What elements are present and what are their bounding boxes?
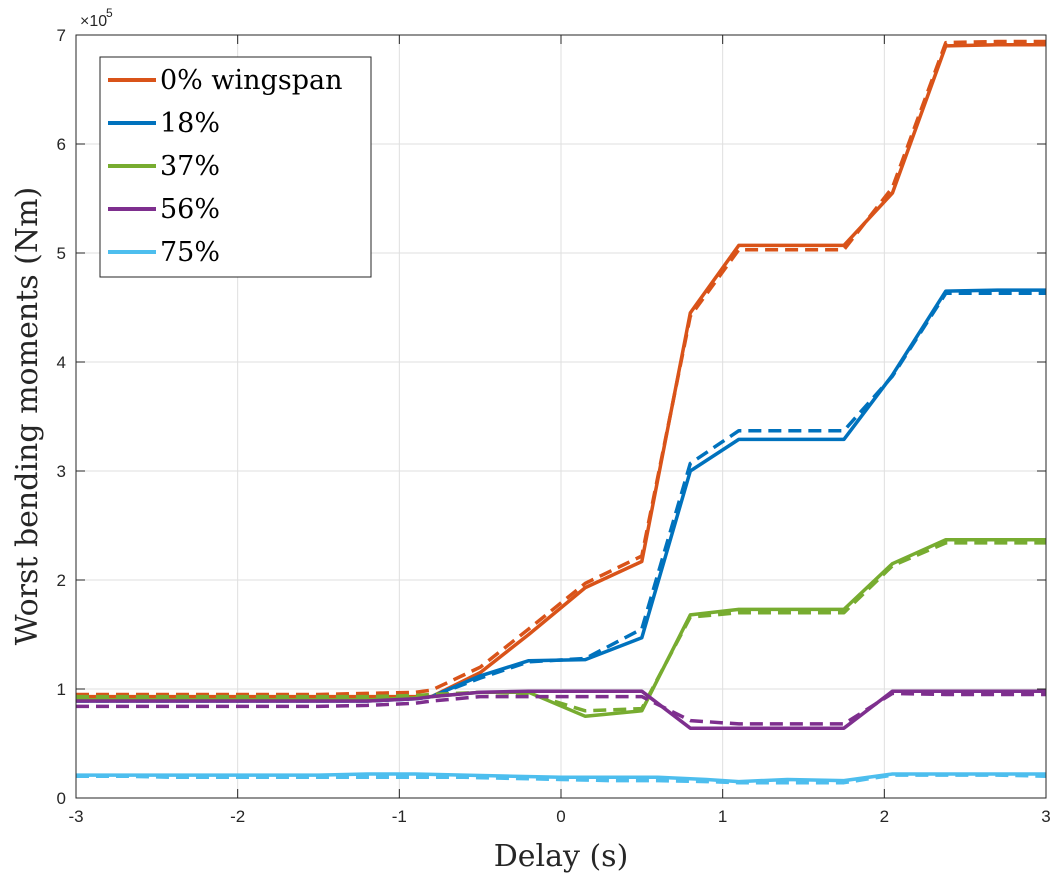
x-axis-title: Delay (s) — [494, 839, 629, 874]
y-tick-label: 2 — [57, 571, 66, 590]
y-axis-title: Worst bending moments (Nm) — [10, 187, 45, 645]
x-tick-label: -2 — [230, 807, 245, 826]
legend-label: 56% — [160, 194, 220, 225]
x-tick-labels: -3 -2 -1 0 1 2 3 — [68, 807, 1050, 826]
y-tick-label: 7 — [57, 26, 66, 45]
y-tick-label: 4 — [57, 353, 66, 372]
legend-label: 0% wingspan — [160, 65, 342, 96]
x-tick-label: -1 — [392, 807, 407, 826]
legend-label: 18% — [160, 108, 220, 139]
y-tick-labels: 0 1 2 3 4 5 6 7 — [57, 26, 66, 808]
y-tick-label: 0 — [57, 789, 66, 808]
y-exponent-base: ×10 — [80, 13, 107, 30]
x-tick-label: 2 — [880, 807, 889, 826]
series-line-solid-3 — [76, 689, 1046, 730]
x-tick-label: 1 — [718, 807, 727, 826]
legend-label: 75% — [160, 237, 220, 268]
y-tick-label: 5 — [57, 244, 66, 263]
y-tick-label: 6 — [57, 135, 66, 154]
tick-marks — [75, 34, 1047, 799]
series-layer — [76, 39, 1047, 785]
legend-label: 37% — [160, 151, 220, 182]
legend: 0% wingspan 18% 37% 56% 75% — [99, 56, 372, 278]
series-line-solid-4 — [76, 772, 1046, 784]
x-tick-label: 3 — [1041, 807, 1050, 826]
x-tick-label: -3 — [68, 807, 83, 826]
y-tick-label: 1 — [57, 680, 66, 699]
y-tick-label: 3 — [57, 462, 66, 481]
x-tick-label: 0 — [556, 807, 565, 826]
y-exponent-power: 5 — [106, 6, 113, 20]
